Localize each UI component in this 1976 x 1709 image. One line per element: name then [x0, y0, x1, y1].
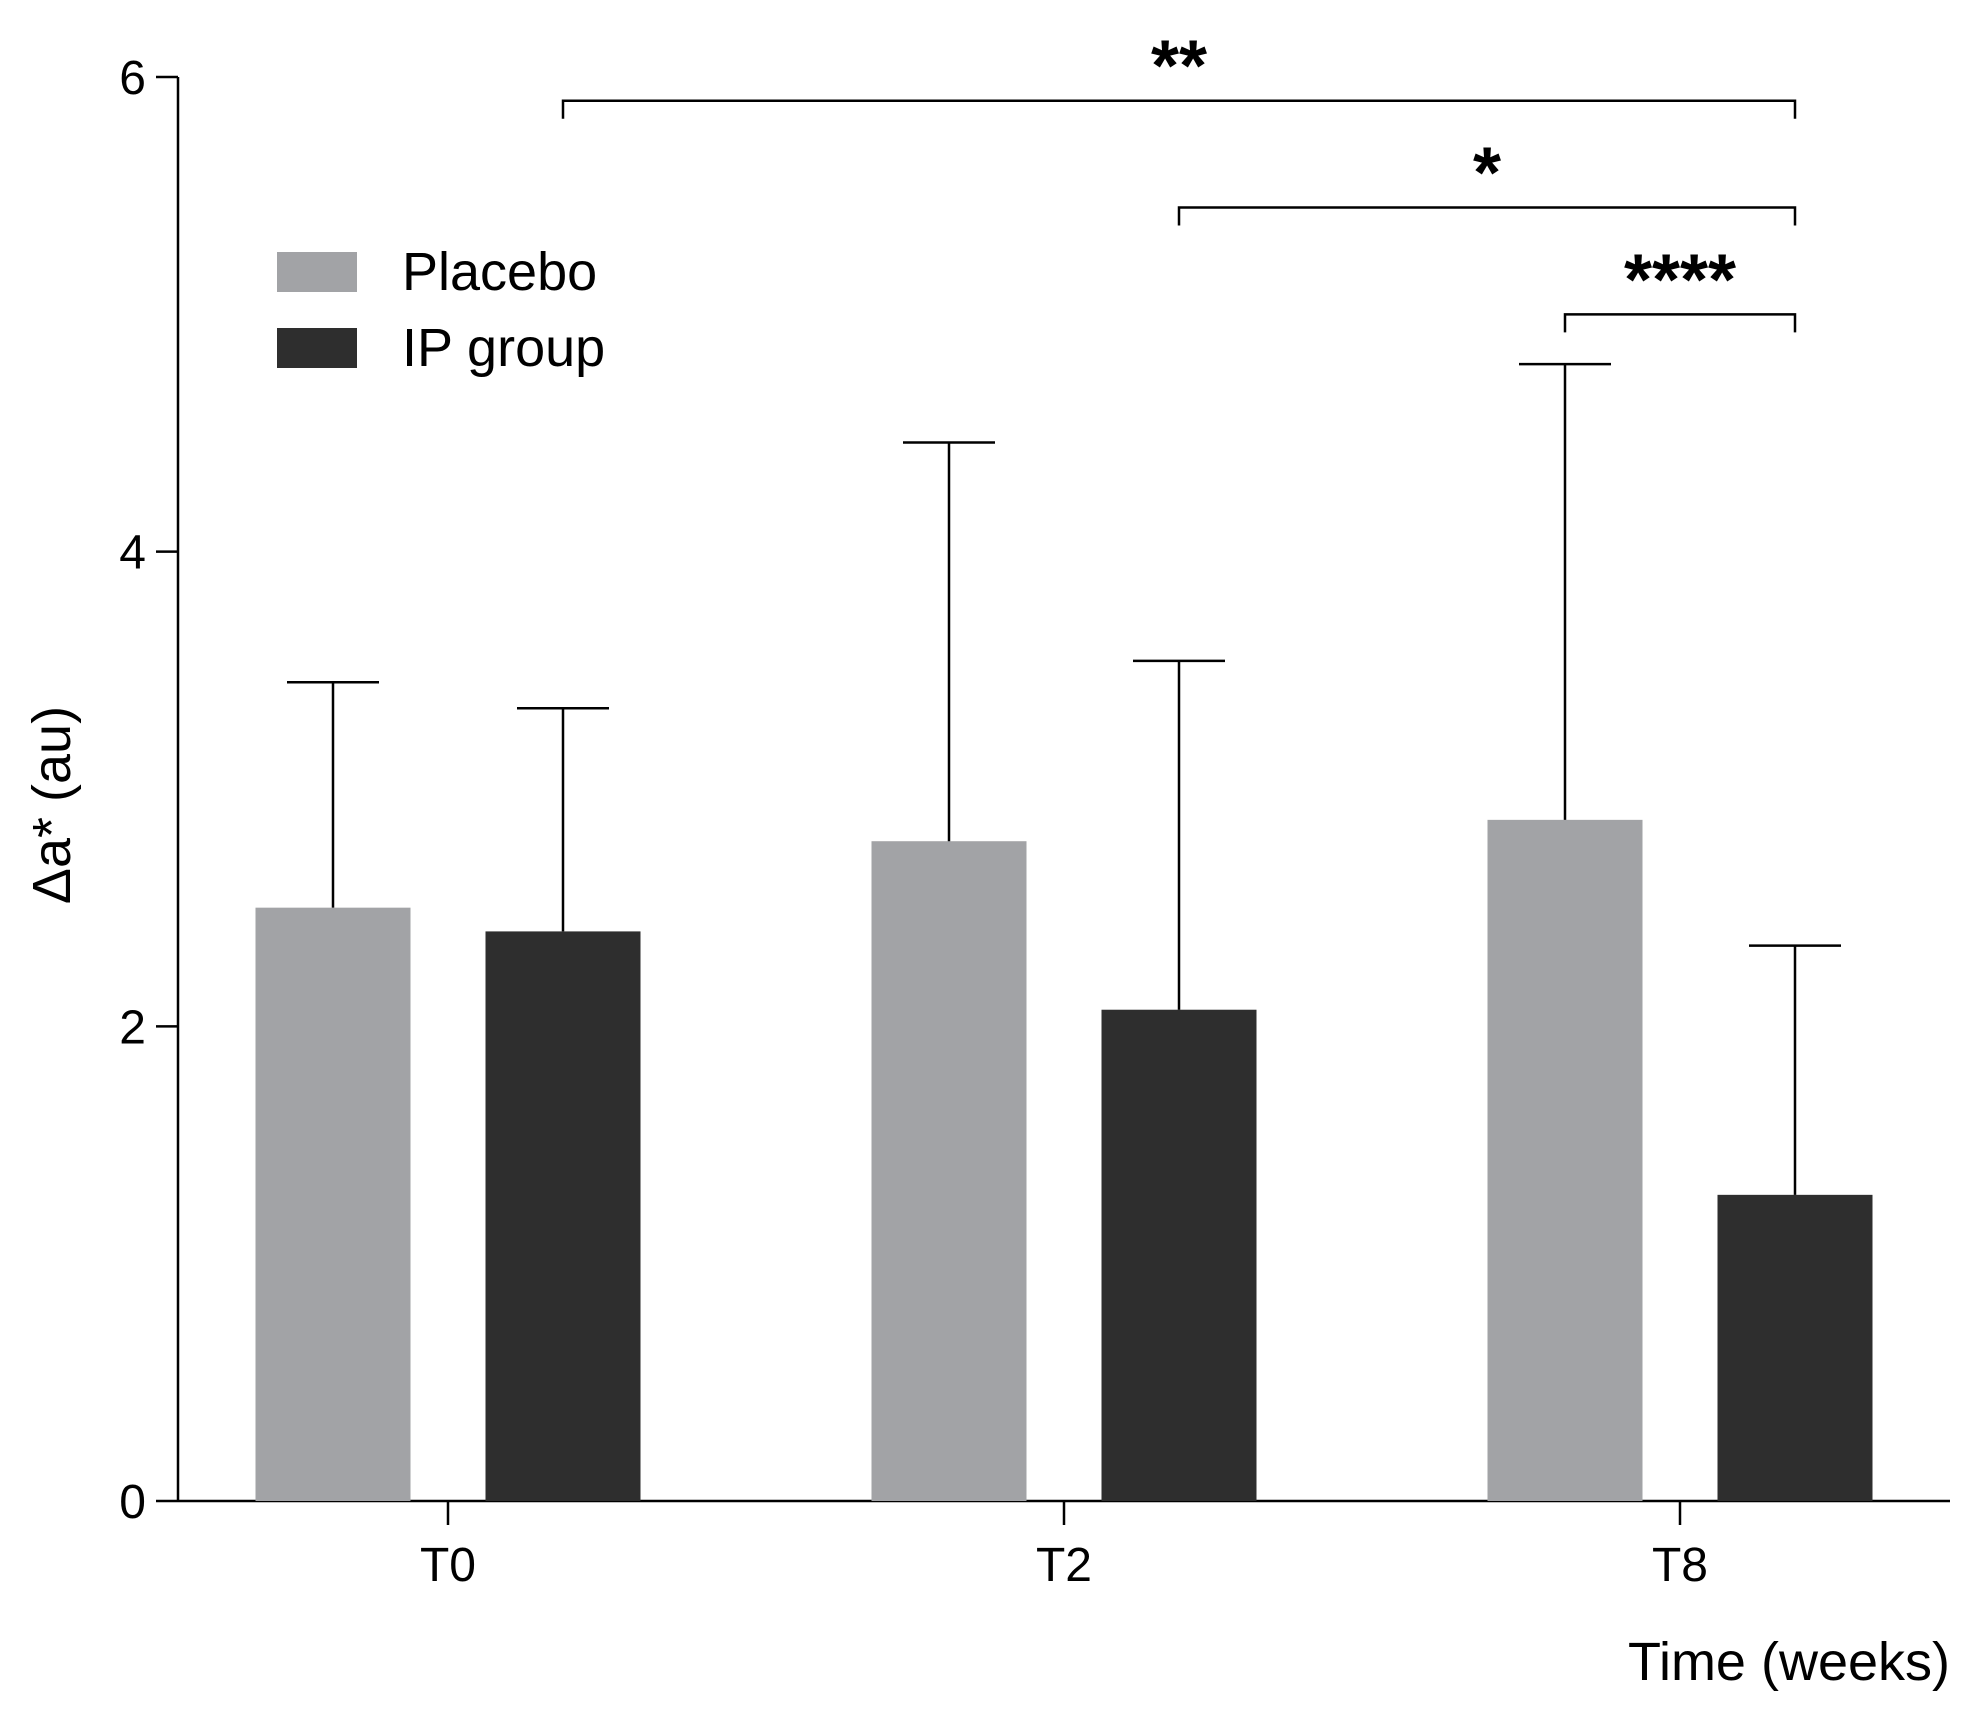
bar-t0-series-1	[485, 931, 641, 1501]
significance-label-1: *	[1473, 134, 1501, 214]
legend-label-0: Placebo	[402, 242, 597, 302]
bar-t8-series-0	[1487, 819, 1643, 1501]
x-axis-title: Time (weeks)	[1628, 1632, 1950, 1692]
significance-bracket-2	[1563, 313, 1797, 333]
x-tick-label-t2: T2	[1036, 1539, 1092, 1592]
legend: Placebo IP group	[277, 242, 605, 378]
bar-t2-series-0	[871, 841, 1027, 1501]
significance-label-0: **	[1151, 27, 1207, 107]
significance-bracket-0	[561, 99, 1797, 119]
bar-t0-series-0	[255, 907, 411, 1501]
y-tick-label: 0	[119, 1476, 146, 1529]
x-tick-label-t0: T0	[420, 1539, 476, 1592]
y-tick-label: 4	[119, 527, 146, 580]
bar-t8-series-1	[1717, 1194, 1873, 1501]
bars	[255, 362, 1873, 1501]
y-axis-title: Δa* (au)	[22, 706, 82, 904]
significance-bracket-1	[1177, 206, 1797, 226]
legend-swatch-0	[277, 252, 357, 292]
y-tick-label: 6	[119, 52, 146, 105]
significance-brackets: *******	[561, 27, 1797, 333]
legend-swatch-1	[277, 328, 357, 368]
bar-t2-series-1	[1101, 1009, 1257, 1501]
axes: 0 2 4 6 T0 T2 T8	[119, 52, 1950, 1592]
x-tick-label-t8: T8	[1652, 1539, 1708, 1592]
legend-label-1: IP group	[402, 318, 605, 378]
y-tick-label: 2	[119, 1001, 146, 1054]
significance-label-2: ****	[1624, 240, 1736, 320]
